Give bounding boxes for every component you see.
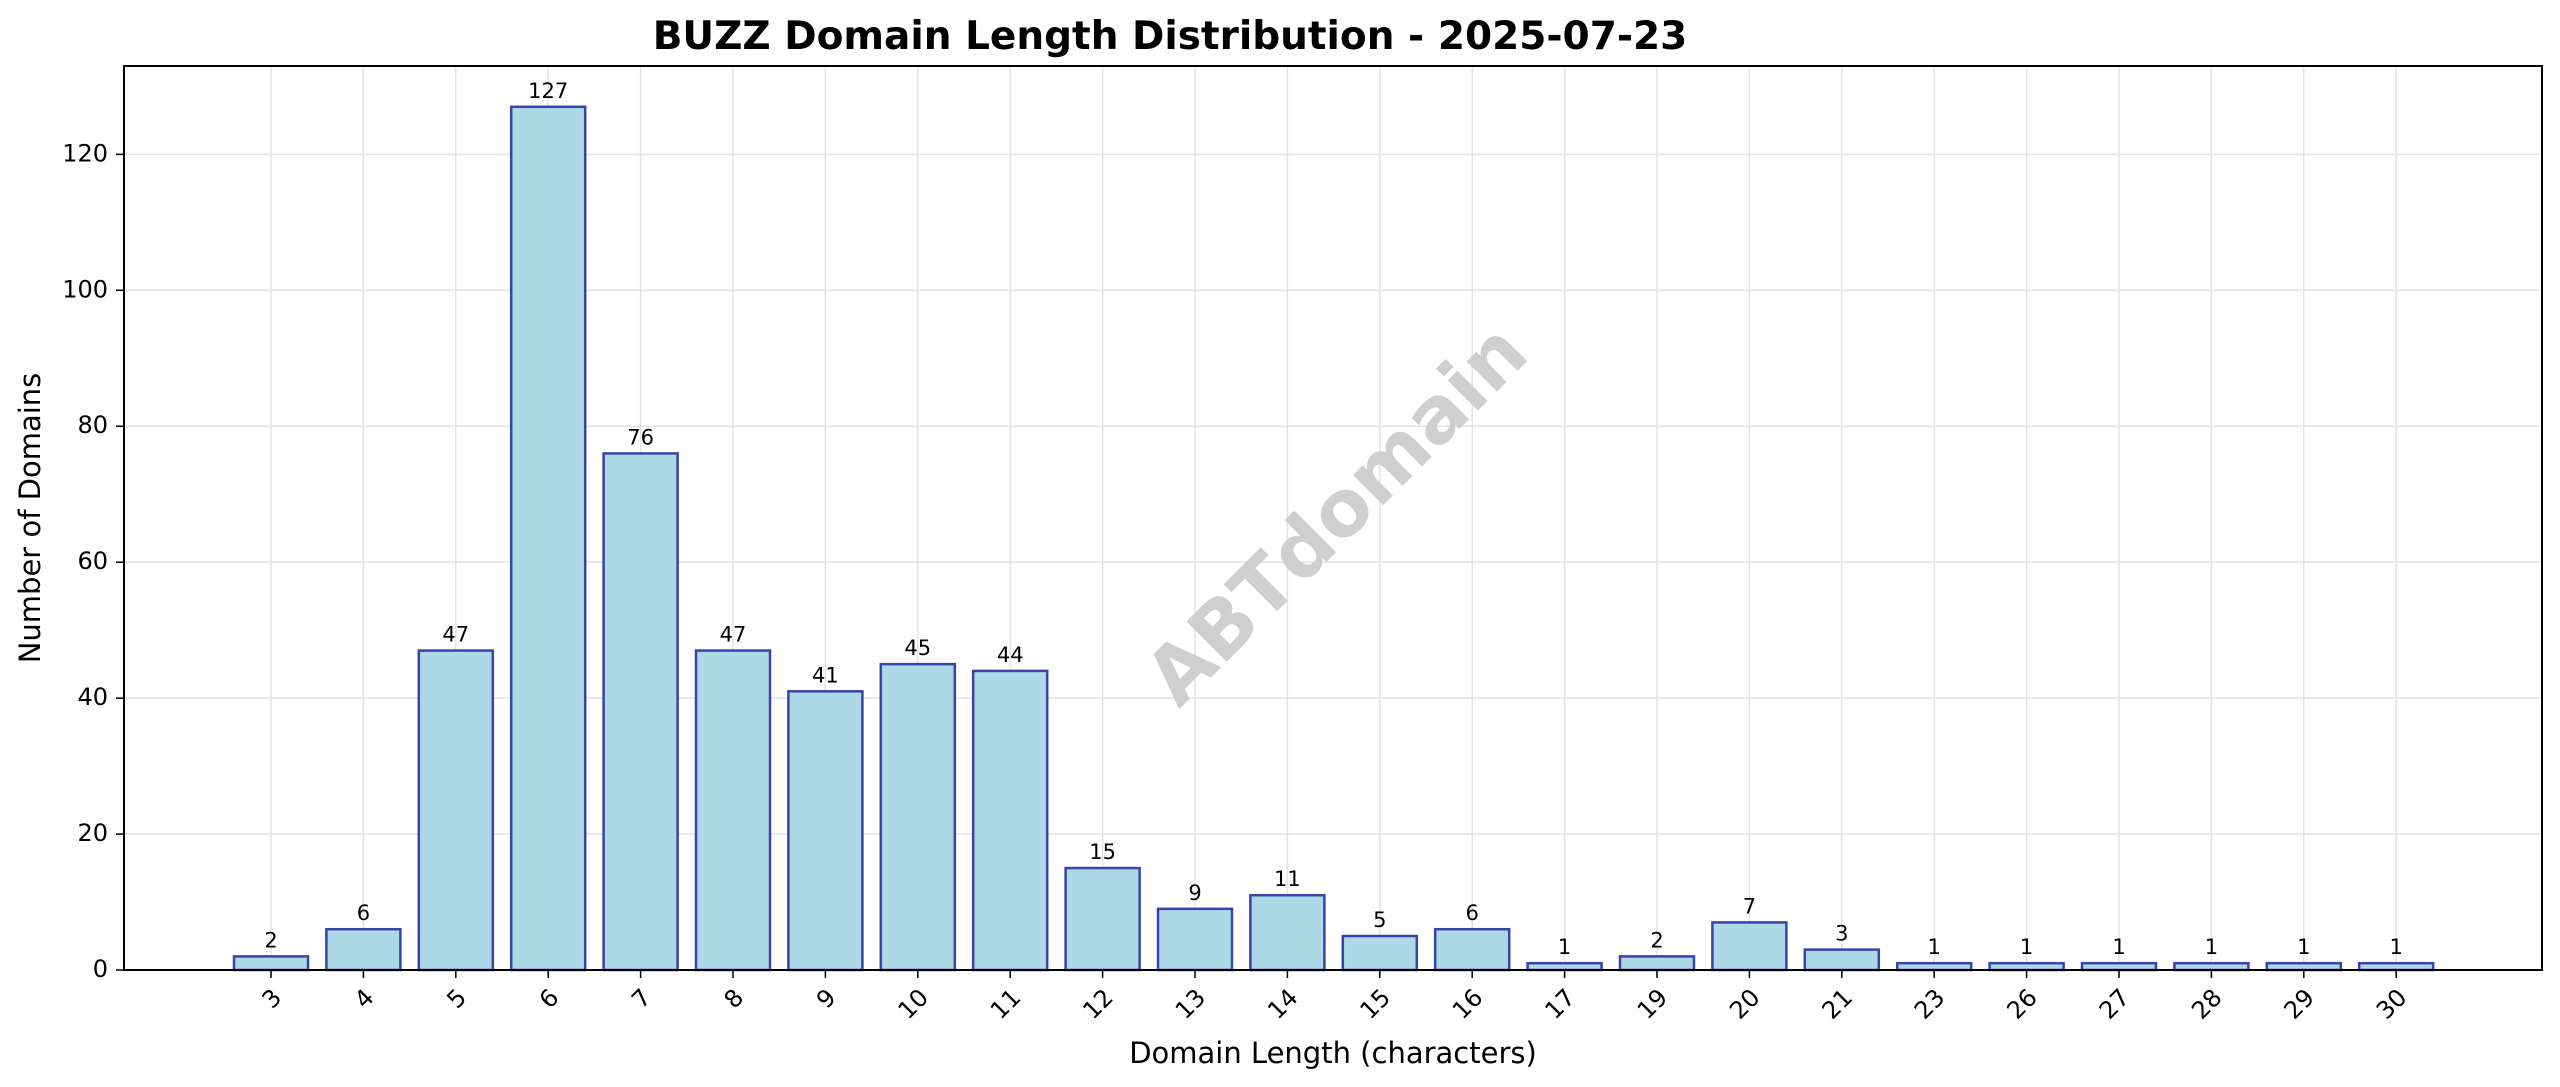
bar-value-label: 45 [904, 636, 931, 660]
bar-value-label: 2 [264, 928, 277, 952]
bar [602, 452, 679, 972]
bar [1618, 955, 1696, 972]
bar-value-label: 11 [1274, 867, 1301, 891]
bar-value-label: 6 [1466, 901, 1479, 925]
bar-value-label: 15 [1089, 840, 1116, 864]
bar [971, 669, 1049, 972]
bar [1341, 934, 1419, 972]
bar [1711, 921, 1788, 972]
plot-frame [123, 65, 2543, 971]
y-tick-label: 120 [62, 139, 108, 167]
y-axis: 0 20 40 60 80 100 120 [62, 139, 124, 983]
bar-value-label: 1 [2112, 935, 2125, 959]
bar [509, 105, 587, 972]
bar-value-label: 9 [1188, 881, 1201, 905]
bar-value-label: 41 [812, 663, 839, 687]
bar [2080, 961, 2158, 972]
bar-value-label: 3 [1835, 922, 1848, 946]
bar-value-label: 6 [357, 901, 370, 925]
bar [417, 649, 495, 972]
bar [787, 690, 864, 972]
bar [1803, 948, 1881, 972]
bar-value-label: 1 [2020, 935, 2033, 959]
bar-value-label: 1 [2390, 935, 2403, 959]
bar [1988, 961, 2065, 972]
bar [1526, 961, 1603, 972]
bar-value-label: 5 [1373, 908, 1386, 932]
y-axis-title: Number of Domains [13, 373, 47, 664]
bar [325, 927, 402, 972]
bar [1064, 866, 1141, 972]
bar [2173, 961, 2250, 972]
y-tick-label: 40 [77, 683, 108, 711]
bar [879, 662, 957, 972]
bar-value-label: 1 [2205, 935, 2218, 959]
chart-title: BUZZ Domain Length Distribution - 2025-0… [653, 14, 1688, 59]
y-tick-label: 20 [77, 819, 108, 847]
bar [1156, 907, 1234, 972]
bar-value-label: 127 [528, 79, 568, 103]
bar [1433, 927, 1511, 972]
bar-value-label: 7 [1743, 894, 1756, 918]
bar [232, 955, 310, 972]
x-axis-title: Domain Length (characters) [1129, 1036, 1537, 1070]
bar-value-label: 1 [2297, 935, 2310, 959]
y-tick-label: 80 [77, 411, 108, 439]
bar [2357, 961, 2435, 972]
y-tick-label: 0 [93, 955, 108, 983]
bar [694, 649, 772, 972]
y-tick-label: 100 [62, 275, 108, 303]
bar-value-label: 47 [442, 623, 469, 647]
bar [1249, 893, 1326, 972]
bar-value-label: 2 [1650, 928, 1663, 952]
bar-value-label: 47 [720, 623, 747, 647]
bar [2265, 961, 2343, 972]
bar-value-label: 1 [1928, 935, 1941, 959]
bar-value-label: 44 [997, 643, 1024, 667]
bar-value-label: 1 [1558, 935, 1571, 959]
y-tick-label: 60 [77, 547, 108, 575]
bar [1895, 961, 1973, 972]
bar-value-label: 76 [627, 425, 654, 449]
